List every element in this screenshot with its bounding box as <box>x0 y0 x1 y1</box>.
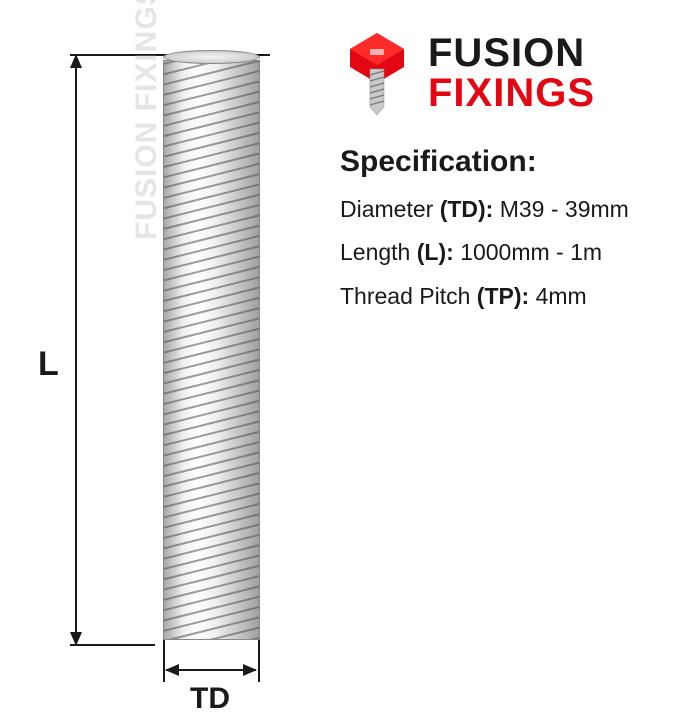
l-extension-bottom <box>70 644 155 646</box>
l-dimension-line <box>75 55 77 645</box>
spec-heading: Specification: <box>340 145 680 179</box>
product-spec-figure: L FUSION FIXINGS TD <box>0 0 700 700</box>
screw-icon <box>340 29 414 117</box>
brand-line-2: FIXINGS <box>428 73 595 113</box>
spec-symbol: (L): <box>417 239 454 265</box>
brand-logo: FUSION FIXINGS <box>340 25 670 120</box>
spec-name: Diameter <box>340 196 433 222</box>
spec-row-length: Length (L): 1000mm - 1m <box>340 236 680 269</box>
td-extension-right <box>258 640 260 682</box>
spec-row-diameter: Diameter (TD): M39 - 39mm <box>340 193 680 226</box>
spec-name: Length <box>340 239 410 265</box>
spec-value: M39 - 39mm <box>500 196 629 222</box>
rod-top-ellipse <box>163 50 260 64</box>
brand-line-1: FUSION <box>428 33 595 73</box>
spec-name: Thread Pitch <box>340 283 470 309</box>
spec-row-thread-pitch: Thread Pitch (TP): 4mm <box>340 280 680 313</box>
td-dimension-line <box>166 669 256 671</box>
threaded-rod <box>163 60 260 640</box>
diameter-label: TD <box>190 682 230 716</box>
spec-value: 1000mm - 1m <box>460 239 602 265</box>
spec-symbol: (TD): <box>440 196 494 222</box>
spec-value: 4mm <box>536 283 587 309</box>
technical-drawing: L FUSION FIXINGS TD <box>30 20 320 680</box>
watermark: FUSION FIXINGS <box>130 0 164 240</box>
specification-block: Specification: Diameter (TD): M39 - 39mm… <box>340 145 680 323</box>
thread-pattern <box>164 61 259 639</box>
brand-wordmark: FUSION FIXINGS <box>428 33 595 113</box>
length-label: L <box>38 345 59 384</box>
spec-symbol: (TP): <box>477 283 529 309</box>
